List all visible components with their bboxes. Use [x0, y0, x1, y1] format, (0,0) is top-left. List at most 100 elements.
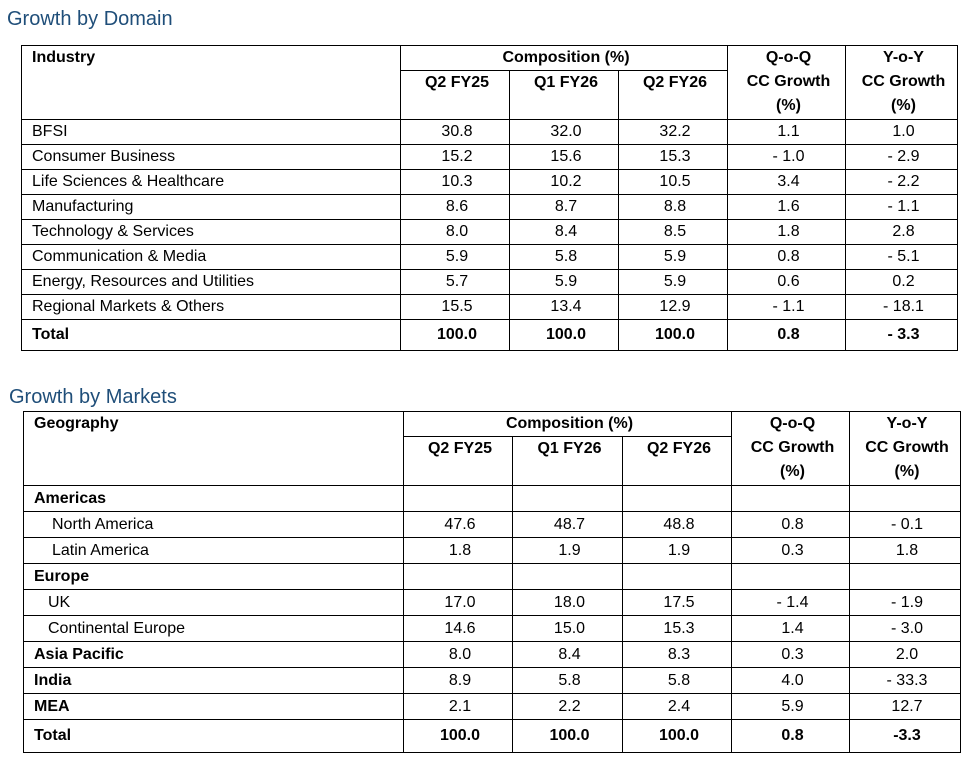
- header-qoq-line: CC Growth: [746, 73, 831, 90]
- row-value: [849, 485, 961, 512]
- table-row: Regional Markets & Others 15.5 13.4 12.9- 1…: [21, 294, 958, 320]
- row-value: 0.2: [845, 269, 958, 295]
- table-row: Asia Pacific 8.0 8.4 8.3 0.3 2.0: [23, 641, 961, 668]
- row-value: 5.9: [618, 269, 728, 295]
- row-value: 100.0: [512, 719, 623, 753]
- row-value: [403, 563, 513, 590]
- table-row: Europe: [23, 563, 961, 590]
- row-value: 32.2: [618, 119, 728, 145]
- table-row: Energy, Resources and Utilities 5.7 5.9 5.9…: [21, 269, 958, 295]
- row-label: Europe: [23, 563, 404, 590]
- table-row: Latin America 1.8 1.9 1.9 0.3 1.8: [23, 537, 961, 564]
- row-label: Total: [21, 319, 401, 351]
- row-value: 10.3: [400, 169, 510, 195]
- row-value: 17.5: [622, 589, 732, 616]
- row-value: 1.1: [727, 119, 846, 145]
- table-row: Life Sciences & Healthcare 10.3 10.2 10.5 3.…: [21, 169, 958, 195]
- row-value: -3.3: [849, 719, 961, 753]
- row-value: [731, 563, 850, 590]
- header-composition: Composition (%): [403, 411, 732, 437]
- header-period: Q2 FY25: [400, 70, 510, 120]
- domain-table-title: Growth by Domain: [7, 8, 173, 30]
- row-value: 2.8: [845, 219, 958, 245]
- row-value: 1.8: [727, 219, 846, 245]
- row-label: Latin America: [23, 537, 404, 564]
- row-value: 1.9: [622, 537, 732, 564]
- row-value: 13.4: [509, 294, 619, 320]
- header-yoy-line: (%): [894, 463, 920, 480]
- row-label: Americas: [23, 485, 404, 512]
- row-value: 18.0: [512, 589, 623, 616]
- row-value: 5.9: [731, 693, 850, 720]
- row-label: India: [23, 667, 404, 694]
- row-value: 3.4: [727, 169, 846, 195]
- header-qoq-line: (%): [776, 97, 801, 114]
- header-qoq: Q-o-Q CC Growth (%): [731, 411, 850, 486]
- header-label: Industry: [21, 45, 401, 120]
- row-value: 0.8: [727, 319, 846, 351]
- row-value: 5.9: [618, 244, 728, 270]
- row-value: 8.4: [512, 641, 623, 668]
- row-value: 1.6: [727, 194, 846, 220]
- row-value: [731, 485, 850, 512]
- row-value: 15.0: [512, 615, 623, 642]
- table-row: India 8.9 5.8 5.8 4.0- 33.3: [23, 667, 961, 694]
- row-value: 8.0: [403, 641, 513, 668]
- row-label: MEA: [23, 693, 404, 720]
- row-value: - 3.3: [845, 319, 958, 351]
- row-value: 15.6: [509, 144, 619, 170]
- header-label: Geography: [23, 411, 404, 486]
- row-value: 47.6: [403, 511, 513, 538]
- header-period: Q1 FY26: [509, 70, 619, 120]
- row-value: 100.0: [403, 719, 513, 753]
- row-value: 1.4: [731, 615, 850, 642]
- domain-growth-table: Industry Composition (%) Q-o-Q CC Growth (%)…: [21, 45, 958, 351]
- row-value: 5.9: [400, 244, 510, 270]
- row-value: 30.8: [400, 119, 510, 145]
- table-row: BFSI 30.8 32.0 32.2 1.1 1.0: [21, 119, 958, 145]
- table-row: Technology & Services 8.0 8.4 8.5 1.8 2.8: [21, 219, 958, 245]
- row-value: - 1.0: [727, 144, 846, 170]
- row-value: 17.0: [403, 589, 513, 616]
- row-value: 5.8: [622, 667, 732, 694]
- row-value: 48.7: [512, 511, 623, 538]
- row-value: 1.0: [845, 119, 958, 145]
- row-value: 15.3: [618, 144, 728, 170]
- row-value: - 0.1: [849, 511, 961, 538]
- header-composition: Composition (%): [400, 45, 728, 71]
- header-qoq-line: CC Growth: [750, 439, 835, 456]
- row-label: BFSI: [21, 119, 401, 145]
- row-value: 12.9: [618, 294, 728, 320]
- row-value: 15.2: [400, 144, 510, 170]
- row-value: 5.9: [509, 269, 619, 295]
- row-value: 4.0: [731, 667, 850, 694]
- row-value: - 1.9: [849, 589, 961, 616]
- row-value: - 1.1: [845, 194, 958, 220]
- period-header-row: Q2 FY25 Q1 FY26 Q2 FY26: [22, 70, 958, 120]
- row-label: Life Sciences & Healthcare: [21, 169, 401, 195]
- row-value: [512, 563, 623, 590]
- row-value: 8.3: [622, 641, 732, 668]
- table-row: Manufacturing 8.6 8.7 8.8 1.6- 1.1: [21, 194, 958, 220]
- header-yoy: Y-o-Y CC Growth (%): [849, 411, 961, 486]
- row-value: 12.7: [849, 693, 961, 720]
- header-period: Q2 FY25: [403, 436, 513, 486]
- table-row: Continental Europe 14.6 15.0 15.3 1.4- 3.0: [23, 615, 961, 642]
- header-period: Q2 FY26: [622, 436, 732, 486]
- row-value: 0.8: [731, 511, 850, 538]
- row-label: Energy, Resources and Utilities: [21, 269, 401, 295]
- row-value: - 2.9: [845, 144, 958, 170]
- row-value: 0.8: [731, 719, 850, 753]
- row-value: 5.8: [509, 244, 619, 270]
- header-yoy-line: CC Growth: [865, 439, 949, 456]
- header-row: Industry Composition (%) Q-o-Q CC Growth (%)…: [21, 45, 958, 120]
- row-value: 8.7: [509, 194, 619, 220]
- row-label: North America: [23, 511, 404, 538]
- row-value: [622, 485, 732, 512]
- row-value: 8.8: [618, 194, 728, 220]
- header-qoq-line: Q-o-Q: [769, 415, 816, 432]
- row-label: Total: [23, 719, 404, 753]
- table-row: Communication & Media 5.9 5.8 5.9 0.8- 5.1: [21, 244, 958, 270]
- header-yoy-line: (%): [891, 97, 916, 114]
- row-value: 8.9: [403, 667, 513, 694]
